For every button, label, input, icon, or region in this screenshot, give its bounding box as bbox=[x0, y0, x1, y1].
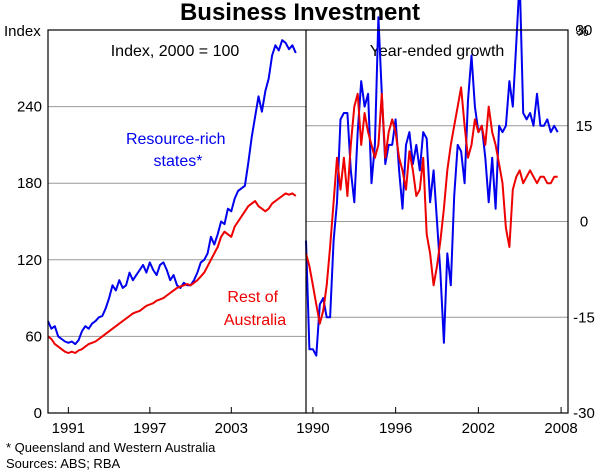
series-line-left-rest-of-australia bbox=[47, 192, 297, 354]
left-y-ticks: 0 60 120 180 240 bbox=[17, 99, 42, 422]
rest-of-australia-label-line-2: Australia bbox=[224, 312, 286, 329]
y-tick-label-left-3: 180 bbox=[17, 175, 42, 192]
x-tick-label-left-0: 1991 bbox=[52, 420, 85, 437]
right-panel-title: Year-ended growth bbox=[370, 43, 505, 60]
resource-rich-label-line-1: Resource-rich bbox=[126, 131, 226, 148]
left-panel-series bbox=[47, 39, 297, 354]
x-tick-label-right-0: 1990 bbox=[296, 420, 329, 437]
rest-of-australia-label: Rest of Australia bbox=[224, 289, 286, 329]
y-tick-label-right-2: 0 bbox=[580, 214, 588, 231]
y-tick-label-right-0: -30 bbox=[573, 405, 595, 422]
footnote: * Queensland and Western Australia bbox=[6, 440, 216, 455]
chart-title: Business Investment bbox=[180, 0, 420, 26]
x-tick-label-left-1: 1997 bbox=[133, 420, 166, 437]
y-tick-label-left-1: 60 bbox=[25, 328, 42, 345]
y-tick-label-left-4: 240 bbox=[17, 99, 42, 116]
y-tick-label-left-0: 0 bbox=[34, 405, 42, 422]
y-tick-label-right-1: -15 bbox=[573, 309, 595, 326]
right-y-ticks: -30 -15 0 15 30 bbox=[573, 22, 595, 422]
right-y-unit: % bbox=[575, 23, 588, 40]
x-tick-label-right-2: 2002 bbox=[462, 420, 495, 437]
sources: Sources: ABS; RBA bbox=[6, 456, 120, 471]
left-y-unit: Index bbox=[4, 23, 41, 40]
y-tick-label-left-2: 120 bbox=[17, 252, 42, 269]
y-tick-label-right-3: 15 bbox=[576, 118, 593, 135]
right-panel-series bbox=[305, 0, 559, 357]
resource-rich-label: Resource-rich states* bbox=[126, 131, 230, 170]
x-tick-label-right-1: 1996 bbox=[379, 420, 412, 437]
left-panel-title: Index, 2000 = 100 bbox=[111, 43, 240, 60]
series-line-right-resource-rich bbox=[305, 0, 559, 357]
rest-of-australia-label-line-1: Rest of bbox=[227, 289, 278, 306]
series-line-right-rest-of-australia bbox=[305, 86, 558, 325]
series-line-left-resource-rich bbox=[47, 39, 297, 346]
right-x-ticks: 1990 1996 2002 2008 bbox=[296, 407, 578, 437]
x-tick-label-right-3: 2008 bbox=[544, 420, 577, 437]
resource-rich-label-line-2: states* bbox=[154, 153, 203, 170]
plot-frame bbox=[47, 29, 569, 414]
left-x-ticks: 1991 1997 2003 bbox=[52, 407, 248, 437]
x-tick-label-left-2: 2003 bbox=[215, 420, 248, 437]
y-tick-label-right-4: 30 bbox=[576, 22, 593, 39]
